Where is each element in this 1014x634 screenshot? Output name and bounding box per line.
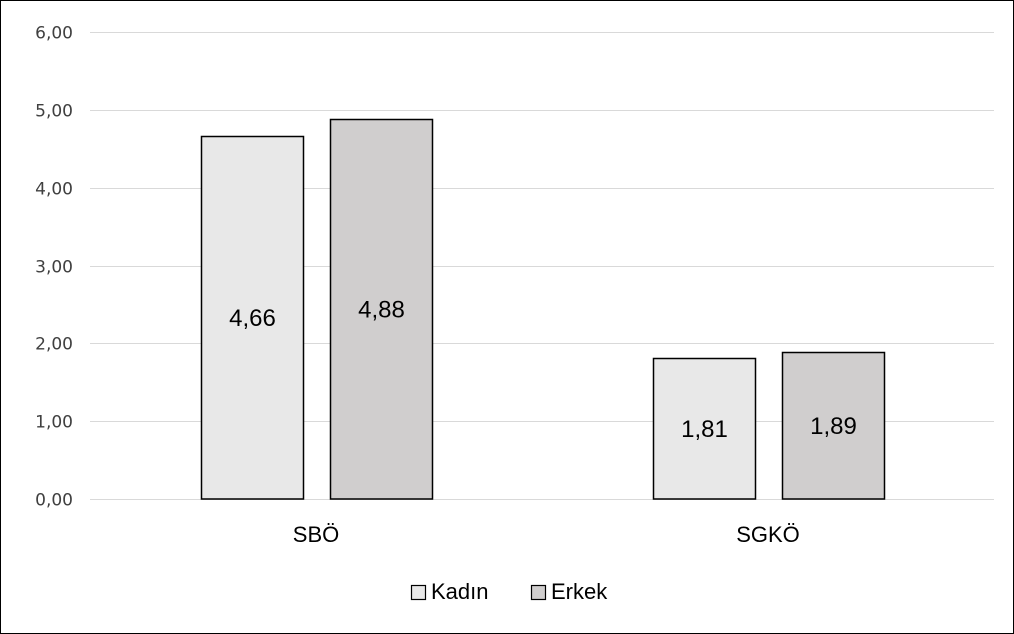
y-tick-label: 4,00 [35, 180, 73, 200]
category-label: SBÖ [293, 522, 339, 547]
bar-kadın-1 [652, 357, 757, 500]
category-label: SGKÖ [736, 522, 800, 547]
legend-swatch-kadın [410, 584, 427, 601]
data-labels: 4,66 4,88 1,81 1,89 [229, 296, 857, 443]
data-label: 4,66 [229, 305, 276, 332]
legend: Kadın Erkek [410, 579, 608, 604]
y-axis-tick-labels: 0,00 1,00 2,00 3,00 4,00 5,00 6,00 [35, 24, 73, 511]
legend-label: Erkek [551, 579, 608, 604]
bar-kadın-0 [200, 135, 305, 500]
y-tick-label: 5,00 [35, 102, 73, 122]
legend-label: Kadın [431, 579, 489, 604]
bars [200, 118, 886, 500]
y-tick-label: 6,00 [35, 24, 73, 44]
x-axis-category-labels: SBÖ SGKÖ [293, 522, 800, 547]
y-tick-label: 3,00 [35, 258, 73, 278]
y-tick-label: 0,00 [35, 491, 73, 511]
data-label: 4,88 [358, 296, 405, 323]
bar-erkek-1 [781, 351, 886, 500]
legend-swatch-erkek [530, 584, 547, 601]
bar-erkek-0 [329, 118, 434, 500]
data-label: 1,81 [681, 416, 728, 443]
y-tick-label: 1,00 [35, 413, 73, 433]
data-label: 1,89 [810, 413, 857, 440]
y-tick-label: 2,00 [35, 335, 73, 355]
